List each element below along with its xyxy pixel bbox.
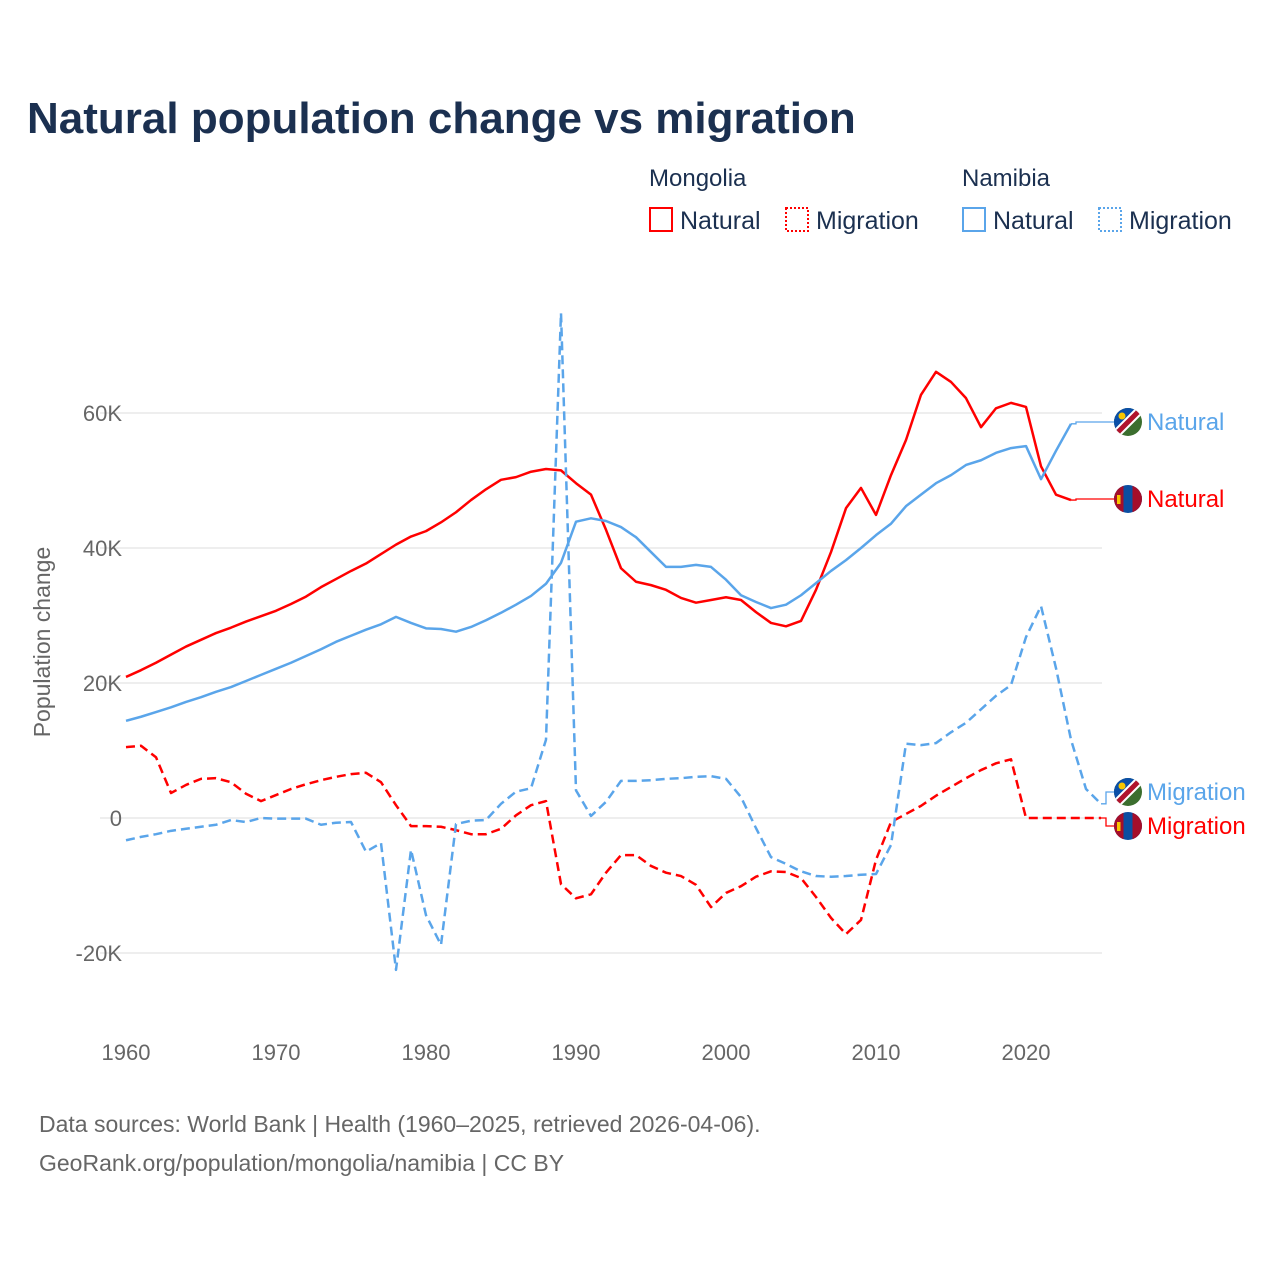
source-line-2[interactable]: GeoRank.org/population/mongolia/namibia … [39,1150,564,1176]
y-tick-label: -20K [76,941,123,966]
y-tick-label: 20K [83,671,122,696]
end-label-connector [1101,791,1114,805]
legend-label: Natural [680,207,761,235]
x-tick-label: 1970 [252,1040,301,1065]
legend-item-mongolia-natural[interactable]: Natural [649,207,761,235]
x-tick-label: 1960 [102,1040,151,1065]
end-label: Natural [1147,409,1224,436]
x-tick-label: 1990 [552,1040,601,1065]
series-line-mongolia-natural[interactable] [125,370,1072,679]
x-tick-label: 1980 [402,1040,451,1065]
source-line-1: Data sources: World Bank | Health (1960–… [39,1111,761,1137]
legend: Mongolia Namibia Natural Migration Natur… [649,165,1232,235]
x-tick-label: 2020 [1002,1040,1051,1065]
series-line-mongolia-migration[interactable] [125,744,1101,936]
legend-swatch-solid [962,207,986,232]
legend-label: Migration [816,207,919,235]
mongolia-flag-icon [1114,485,1142,513]
end-label: Natural [1147,486,1224,513]
legend-swatch-dotted [785,207,809,232]
end-label: Migration [1147,779,1246,806]
series-line-namibia-migration[interactable] [125,311,1102,972]
namibia-flag-icon [1112,776,1144,808]
end-labels: Natural Migration Natural Migration [1071,406,1246,840]
legend-label: Natural [993,207,1074,235]
y-tick-label: 60K [83,401,122,426]
end-label-connector [1071,498,1114,501]
legend-item-namibia-migration[interactable]: Migration [1098,207,1232,235]
end-label: Migration [1147,813,1246,840]
namibia-flag-icon [1112,406,1144,438]
chart-title: Natural population change vs migration [27,94,856,143]
legend-label: Migration [1129,207,1232,235]
x-tick-label: 2010 [852,1040,901,1065]
y-axis-ticks: -20K 0 20K 40K 60K [76,401,123,966]
legend-swatch-dotted [1098,207,1122,232]
legend-group-mongolia: Mongolia [649,165,747,192]
mongolia-flag-icon [1114,812,1142,840]
end-label-connector [1101,817,1114,827]
legend-swatch-solid [649,207,673,232]
x-tick-label: 2000 [702,1040,751,1065]
end-label-connector [1071,421,1114,425]
gridlines [100,412,1102,954]
y-axis-label: Population change [29,547,55,738]
legend-item-mongolia-migration[interactable]: Migration [785,207,919,235]
legend-item-namibia-natural[interactable]: Natural [962,207,1074,235]
x-axis-ticks: 1960 1970 1980 1990 2000 2010 2020 [102,1040,1051,1065]
y-tick-label: 0 [110,806,122,831]
y-tick-label: 40K [83,536,122,561]
legend-group-namibia: Namibia [962,165,1051,192]
series-line-namibia-natural[interactable] [125,423,1073,723]
series-lines [125,311,1102,972]
